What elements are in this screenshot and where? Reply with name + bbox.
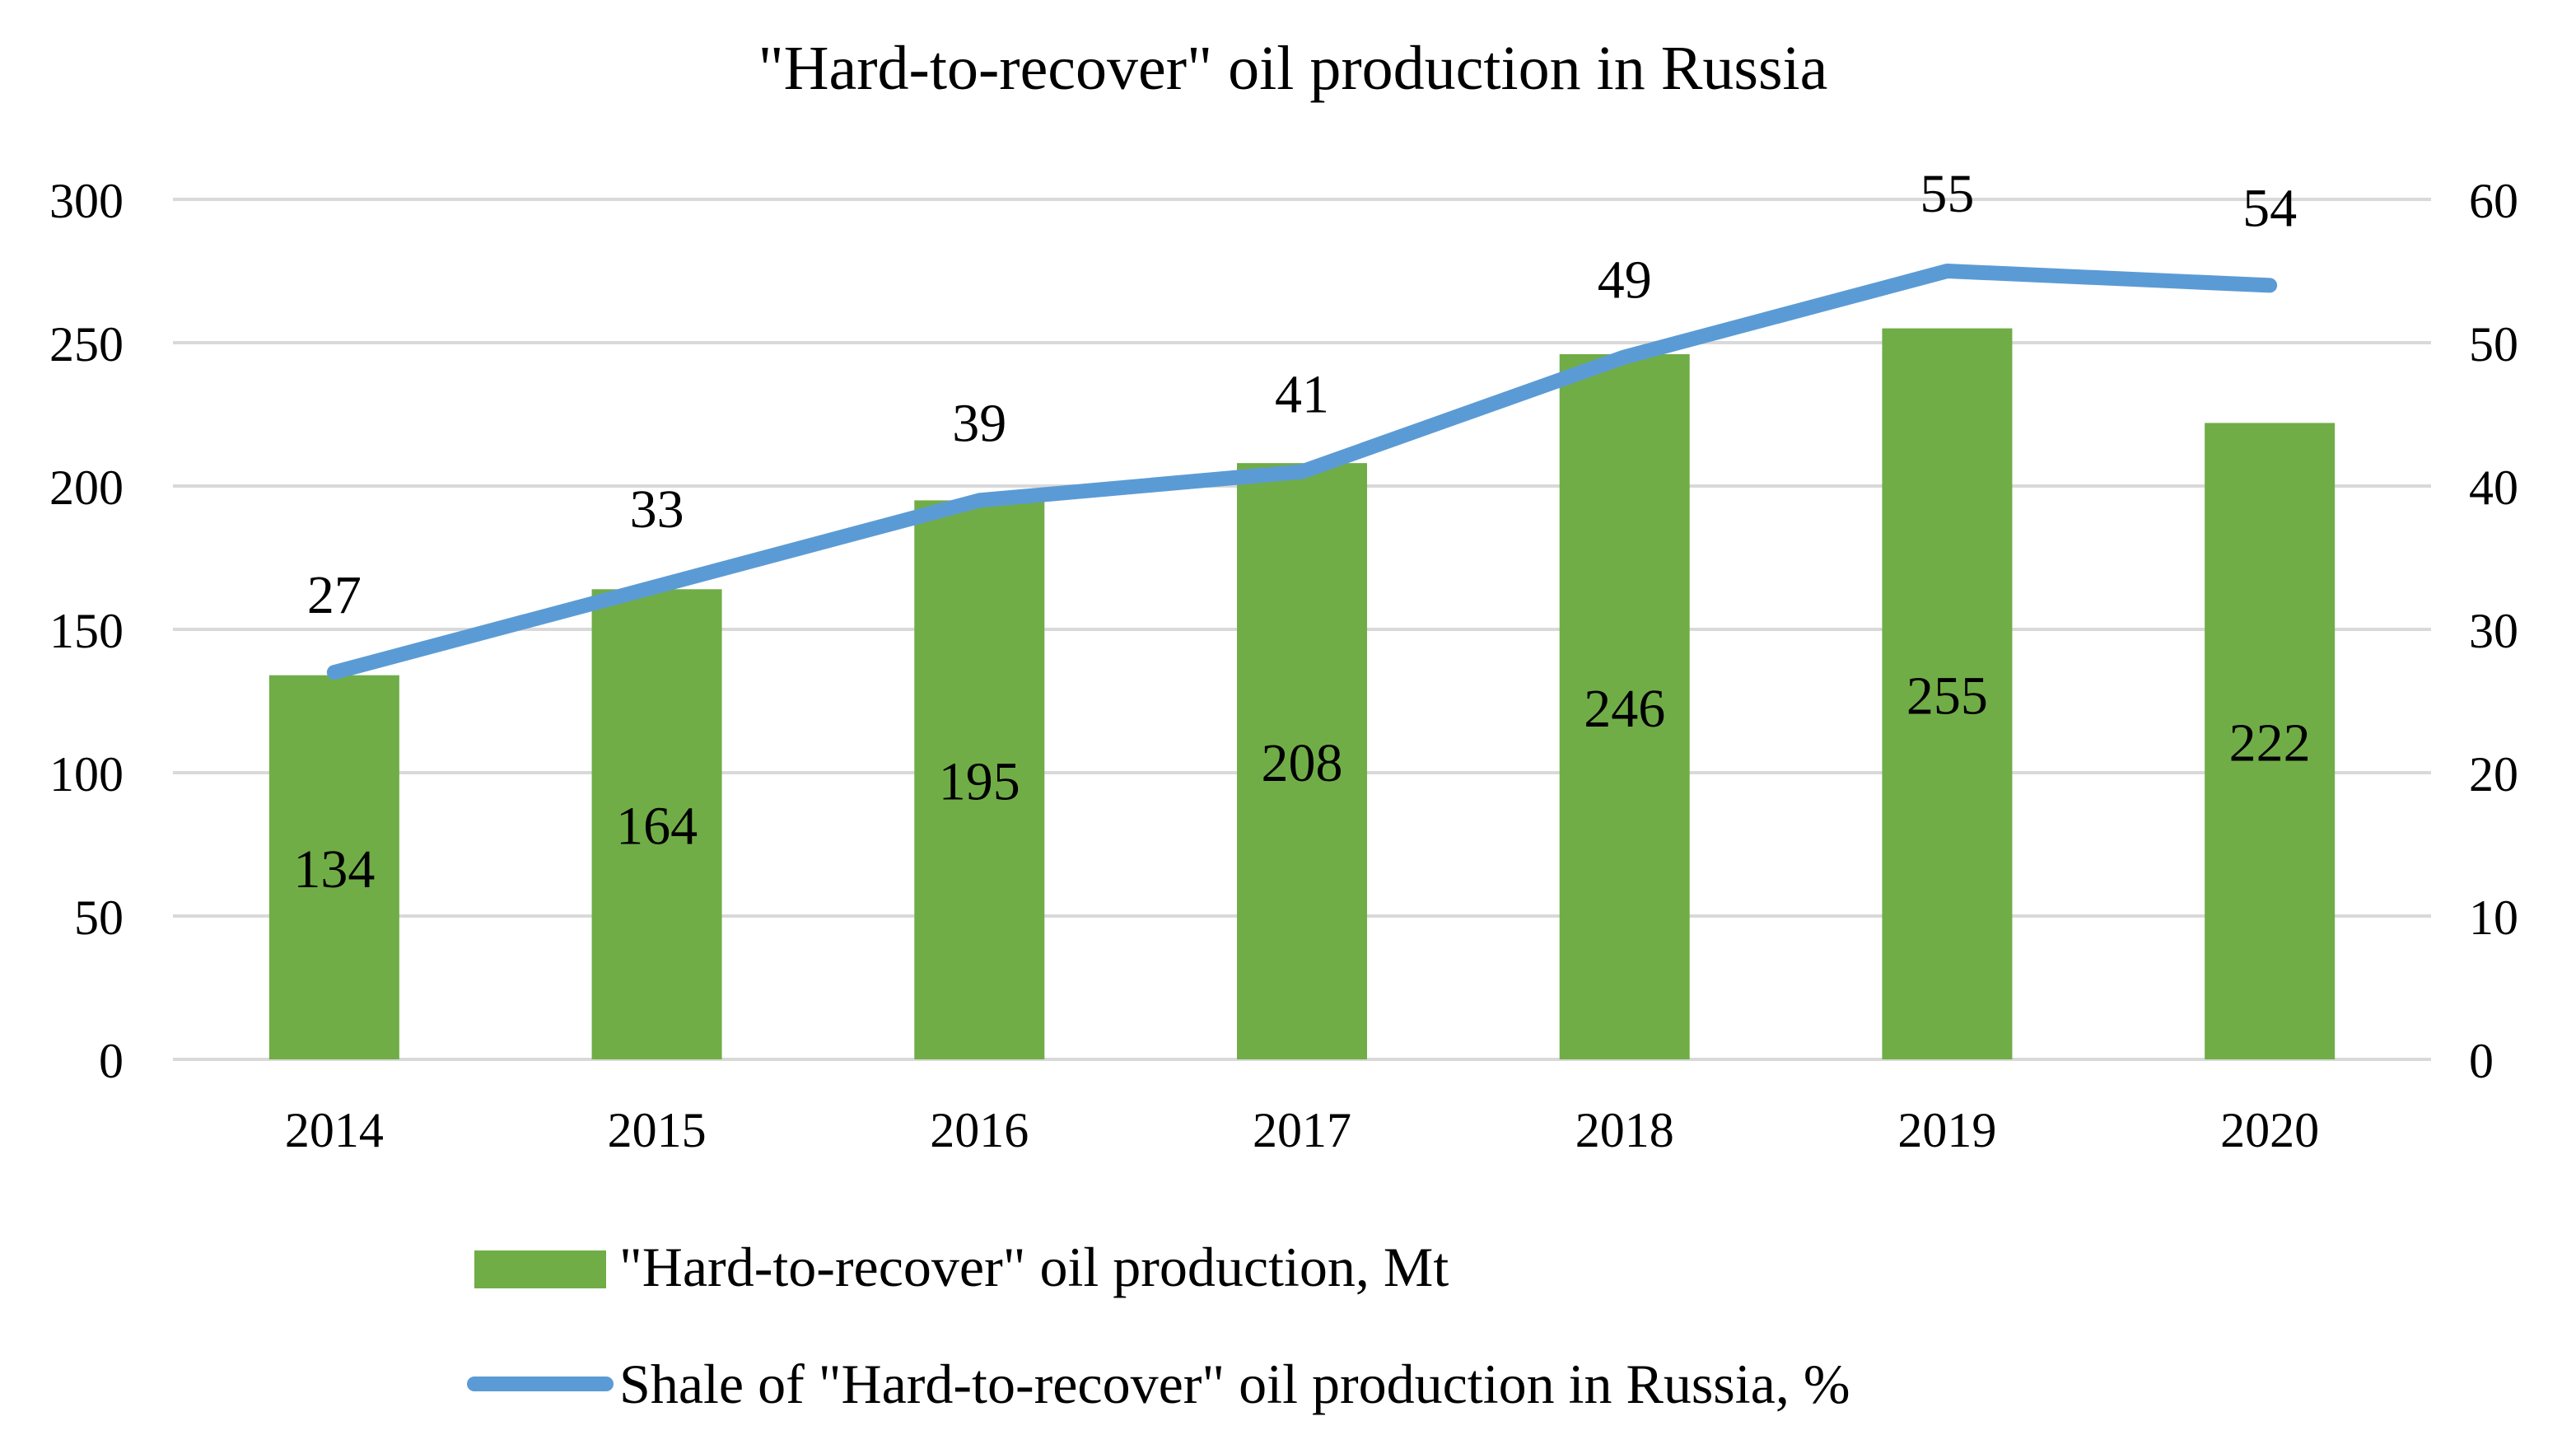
y-right-tick-label: 20	[2469, 747, 2518, 802]
bar-data-label: 222	[2229, 713, 2311, 774]
y-right-tick-label: 50	[2469, 317, 2518, 372]
axis-tick-labels: 0 50 100 150 200 250 300 0 10 20 30 40 50 60 2014 2015 2…	[49, 174, 2518, 1157]
y-left-tick-label: 0	[99, 1034, 124, 1088]
line-data-label: 39	[952, 393, 1006, 453]
bar	[591, 589, 722, 1059]
bar-data-label: 208	[1262, 733, 1343, 793]
line-data-label: 33	[630, 479, 684, 540]
y-left-tick-label: 50	[74, 890, 124, 945]
y-right-tick-label: 30	[2469, 604, 2518, 658]
y-left-tick-label: 150	[49, 604, 124, 658]
bar	[1882, 328, 2013, 1060]
bar-data-label: 246	[1584, 679, 1665, 739]
line-data-label: 41	[1275, 365, 1329, 425]
bar	[268, 675, 399, 1059]
line-data-label: 27	[307, 565, 362, 625]
y-right-tick-label: 60	[2469, 174, 2518, 228]
bar	[1237, 463, 1367, 1059]
legend: "Hard-to-recover" oil production, Mt Sha…	[467, 1236, 1850, 1415]
x-tick-label: 2020	[2220, 1103, 2319, 1157]
line-data-label: 55	[1920, 164, 1974, 224]
data-labels: 134 164 195 208 246 255 222 27 33 39 41 49 55 54	[293, 164, 2310, 900]
y-left-tick-label: 200	[49, 460, 124, 515]
y-left-tick-label: 100	[49, 747, 124, 802]
chart-title: "Hard-to-recover" oil production in Russ…	[758, 34, 1828, 103]
y-right-tick-label: 40	[2469, 460, 2518, 515]
bar	[2205, 423, 2336, 1059]
x-tick-label: 2014	[285, 1103, 384, 1157]
bar-data-label: 164	[616, 797, 698, 857]
y-left-tick-label: 250	[49, 317, 124, 372]
x-tick-label: 2015	[608, 1103, 707, 1157]
x-tick-label: 2018	[1575, 1103, 1674, 1157]
line-data-label: 49	[1598, 250, 1652, 310]
y-right-tick-label: 0	[2469, 1034, 2494, 1088]
bar-data-label: 195	[939, 752, 1020, 812]
bar-data-label: 134	[293, 839, 375, 900]
y-right-tick-label: 10	[2469, 890, 2518, 945]
x-tick-label: 2017	[1253, 1103, 1351, 1157]
legend-bar-label: "Hard-to-recover" oil production, Mt	[619, 1236, 1449, 1298]
bar-series	[268, 328, 2336, 1060]
share-line	[326, 264, 2278, 680]
legend-bar-swatch	[474, 1250, 606, 1288]
line-data-label: 54	[2242, 178, 2297, 238]
legend-line-label: Shale of "Hard-to-recover" oil productio…	[619, 1353, 1850, 1415]
x-tick-label: 2016	[930, 1103, 1029, 1157]
bar	[914, 500, 1045, 1059]
bar-data-label: 255	[1906, 666, 1988, 726]
y-left-tick-label: 300	[49, 174, 124, 228]
x-tick-label: 2019	[1897, 1103, 1996, 1157]
bar	[1559, 353, 1690, 1059]
line-series	[326, 264, 2278, 680]
